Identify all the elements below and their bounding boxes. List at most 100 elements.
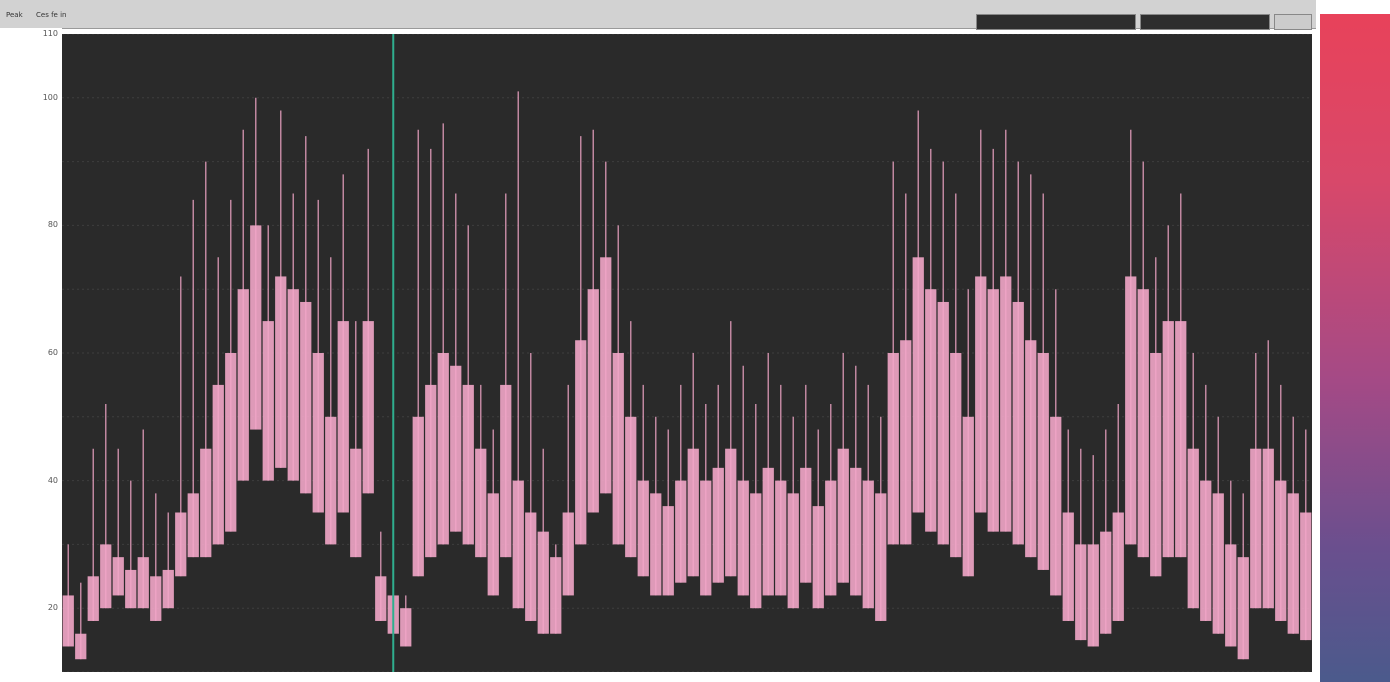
level-body-90 bbox=[1187, 448, 1199, 609]
level-body-4 bbox=[112, 557, 124, 596]
level-body-60 bbox=[812, 506, 824, 609]
level-body-21 bbox=[325, 416, 337, 545]
level-body-36 bbox=[512, 480, 524, 609]
level-body-57 bbox=[775, 480, 787, 596]
level-body-42 bbox=[587, 289, 599, 513]
level-bar-27 bbox=[400, 595, 412, 647]
level-bar-68 bbox=[912, 110, 924, 513]
level-bar-15 bbox=[250, 97, 262, 430]
level-bar-92 bbox=[1212, 416, 1224, 634]
level-bar-79 bbox=[1050, 289, 1062, 596]
level-body-31 bbox=[450, 365, 462, 532]
y-tick-label-1: 20 bbox=[47, 603, 58, 613]
level-body-48 bbox=[662, 506, 674, 596]
level-body-81 bbox=[1075, 544, 1087, 641]
level-body-95 bbox=[1250, 448, 1262, 609]
level-body-88 bbox=[1162, 321, 1174, 558]
level-bar-63 bbox=[850, 365, 862, 596]
level-body-11 bbox=[200, 448, 212, 558]
level-bar-47 bbox=[650, 416, 662, 596]
level-bar-91 bbox=[1200, 384, 1212, 621]
level-bar-71 bbox=[950, 193, 962, 558]
y-tick-label-3: 40 bbox=[47, 475, 58, 485]
level-body-97 bbox=[1275, 480, 1287, 621]
level-bar-69 bbox=[925, 148, 937, 532]
level-bar-94 bbox=[1237, 493, 1249, 660]
level-body-75 bbox=[1000, 276, 1012, 532]
color-scale-bar bbox=[1320, 14, 1390, 682]
level-bar-14 bbox=[237, 129, 249, 481]
level-body-74 bbox=[987, 289, 999, 532]
level-bar-5 bbox=[125, 480, 137, 609]
level-bar-76 bbox=[1012, 161, 1024, 545]
level-bar-78 bbox=[1037, 193, 1049, 570]
level-bar-60 bbox=[812, 429, 824, 609]
level-body-35 bbox=[500, 384, 512, 558]
toolbar-button[interactable] bbox=[1274, 14, 1312, 30]
level-bar-72 bbox=[962, 289, 974, 577]
level-body-73 bbox=[975, 276, 987, 513]
level-body-29 bbox=[425, 384, 437, 558]
level-bar-54 bbox=[737, 365, 749, 596]
level-body-34 bbox=[487, 493, 499, 596]
level-bar-97 bbox=[1275, 384, 1287, 621]
level-bar-38 bbox=[537, 448, 549, 634]
y-tick-label-10: 110 bbox=[42, 29, 58, 38]
level-body-38 bbox=[537, 531, 549, 634]
level-bar-22 bbox=[337, 174, 349, 513]
level-bar-31 bbox=[450, 193, 462, 532]
level-bar-85 bbox=[1125, 129, 1137, 545]
level-bar-40 bbox=[562, 384, 574, 596]
level-bar-43 bbox=[600, 161, 612, 494]
level-body-59 bbox=[800, 467, 812, 583]
level-bar-39 bbox=[550, 544, 562, 634]
level-body-56 bbox=[762, 467, 774, 596]
level-body-15 bbox=[250, 225, 262, 430]
level-body-61 bbox=[825, 480, 837, 596]
range-field[interactable] bbox=[976, 14, 1136, 30]
level-body-6 bbox=[137, 557, 149, 609]
level-bar-6 bbox=[137, 429, 149, 609]
level-bar-23 bbox=[350, 321, 362, 558]
level-body-65 bbox=[875, 493, 887, 621]
level-bar-95 bbox=[1250, 353, 1262, 609]
scale-field[interactable] bbox=[1140, 14, 1270, 30]
level-bar-17 bbox=[275, 110, 287, 468]
level-bar-19 bbox=[300, 136, 312, 494]
level-bar-7 bbox=[150, 493, 162, 621]
level-body-10 bbox=[187, 493, 199, 558]
level-body-63 bbox=[850, 467, 862, 596]
level-body-77 bbox=[1025, 340, 1037, 558]
level-body-69 bbox=[925, 289, 937, 532]
level-bar-51 bbox=[700, 404, 712, 596]
y-axis: 20 40 60 80 100 110 bbox=[0, 28, 62, 682]
level-body-17 bbox=[275, 276, 287, 468]
level-body-71 bbox=[950, 353, 962, 558]
level-body-43 bbox=[600, 257, 612, 494]
level-body-24 bbox=[362, 321, 374, 494]
level-body-25 bbox=[375, 576, 387, 621]
level-bar-25 bbox=[375, 531, 387, 621]
level-bar-4 bbox=[112, 448, 124, 596]
level-bar-0 bbox=[62, 544, 74, 647]
level-body-67 bbox=[900, 340, 912, 545]
level-chart bbox=[62, 33, 1312, 673]
level-body-37 bbox=[525, 512, 537, 621]
level-body-54 bbox=[737, 480, 749, 596]
level-bar-75 bbox=[1000, 129, 1012, 532]
level-body-80 bbox=[1062, 512, 1074, 621]
level-body-76 bbox=[1012, 301, 1024, 545]
plot-area[interactable] bbox=[62, 33, 1312, 673]
level-bar-9 bbox=[175, 276, 187, 577]
level-body-32 bbox=[462, 384, 474, 545]
level-body-85 bbox=[1125, 276, 1137, 545]
level-body-68 bbox=[912, 257, 924, 513]
level-bar-70 bbox=[937, 161, 949, 545]
level-body-33 bbox=[475, 448, 487, 558]
level-bar-33 bbox=[475, 384, 487, 558]
level-bar-3 bbox=[100, 404, 112, 609]
level-bar-96 bbox=[1262, 340, 1274, 609]
level-body-19 bbox=[300, 301, 312, 494]
level-bar-64 bbox=[862, 384, 874, 609]
level-bar-58 bbox=[787, 416, 799, 609]
